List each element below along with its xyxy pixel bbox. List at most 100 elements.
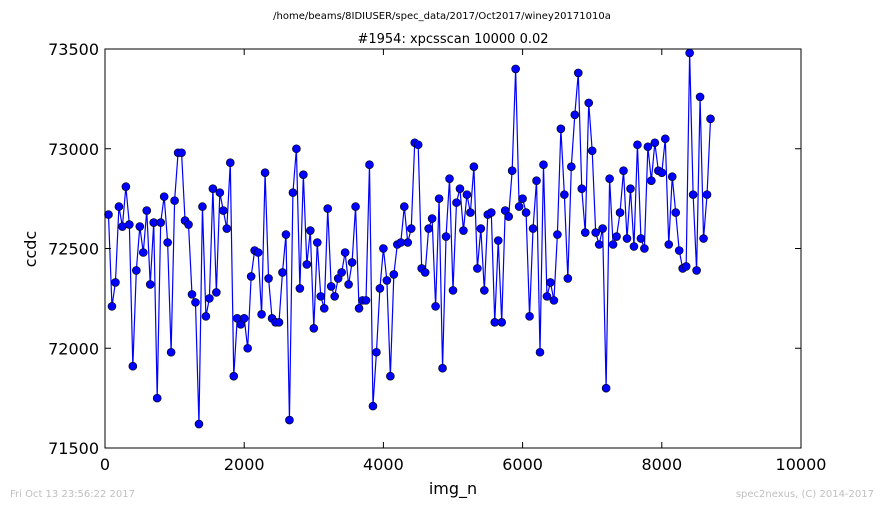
data-point xyxy=(518,194,527,203)
data-point xyxy=(239,314,249,323)
y-axis-label: ccdc xyxy=(21,231,40,268)
data-point xyxy=(570,110,580,120)
data-point xyxy=(368,401,378,411)
data-point xyxy=(281,230,291,239)
data-point xyxy=(507,166,517,175)
data-point xyxy=(674,246,684,255)
data-point xyxy=(406,224,416,233)
data-point xyxy=(466,208,475,217)
data-point xyxy=(608,240,618,249)
data-point xyxy=(424,224,433,233)
data-point xyxy=(480,286,489,295)
data-point xyxy=(612,232,621,241)
data-point xyxy=(560,190,569,199)
data-point xyxy=(438,363,447,373)
x-tick-label: 2000 xyxy=(224,455,265,474)
data-point xyxy=(125,220,134,229)
data-point xyxy=(114,202,124,211)
data-point xyxy=(546,278,555,287)
data-point xyxy=(177,148,186,158)
data-point xyxy=(351,202,360,211)
data-point xyxy=(389,270,399,279)
data-point xyxy=(347,258,357,267)
data-point xyxy=(626,184,635,193)
data-point xyxy=(633,140,642,150)
data-point xyxy=(671,208,681,217)
data-point xyxy=(159,192,169,201)
x-tick-label: 4000 xyxy=(363,455,404,474)
data-point xyxy=(205,294,214,303)
data-point xyxy=(431,302,440,311)
data-point xyxy=(563,274,573,283)
data-point xyxy=(399,202,409,211)
data-point xyxy=(657,168,667,177)
data-point xyxy=(312,238,322,247)
data-point xyxy=(257,310,266,319)
data-point xyxy=(121,182,131,191)
data-point xyxy=(493,236,503,245)
x-tick-label: 0 xyxy=(100,455,110,474)
data-point xyxy=(476,224,486,233)
data-point xyxy=(462,190,472,199)
data-point xyxy=(306,226,315,235)
data-point xyxy=(337,268,346,277)
data-point xyxy=(285,415,294,425)
data-point xyxy=(260,168,270,177)
data-point xyxy=(111,278,120,287)
data-point xyxy=(379,244,388,253)
data-point xyxy=(413,140,423,150)
data-point xyxy=(212,288,221,297)
data-point xyxy=(135,222,145,231)
data-point xyxy=(309,323,319,333)
data-point xyxy=(647,176,656,185)
x-tick-label: 10000 xyxy=(776,455,827,474)
data-point xyxy=(556,124,566,134)
data-point xyxy=(692,266,701,275)
data-point xyxy=(573,68,583,78)
data-point xyxy=(299,170,308,179)
data-point xyxy=(685,48,694,58)
data-point xyxy=(264,274,273,283)
data-point xyxy=(274,318,284,327)
data-point xyxy=(681,262,691,271)
data-point xyxy=(219,206,228,215)
data-point xyxy=(403,238,413,247)
data-point xyxy=(486,208,496,217)
data-point xyxy=(288,188,298,197)
x-tick-label: 6000 xyxy=(502,455,543,474)
data-point xyxy=(549,296,559,305)
data-point xyxy=(316,292,326,301)
data-point xyxy=(594,240,604,249)
data-point xyxy=(584,98,594,108)
data-point xyxy=(278,268,287,277)
data-point xyxy=(577,184,587,193)
data-point xyxy=(640,244,649,253)
data-point xyxy=(622,234,632,243)
data-point xyxy=(525,312,534,321)
data-point xyxy=(528,224,538,233)
data-point xyxy=(660,134,670,144)
data-point xyxy=(567,162,576,172)
data-point xyxy=(340,248,350,257)
data-point xyxy=(580,228,590,237)
data-point xyxy=(132,266,141,275)
data-point xyxy=(629,242,639,251)
footer-timestamp: Fri Oct 13 23:56:22 2017 xyxy=(10,489,136,500)
data-point xyxy=(191,298,200,307)
data-point xyxy=(344,280,353,289)
data-point xyxy=(706,114,715,124)
plot-area xyxy=(104,48,715,429)
data-point xyxy=(587,146,597,156)
data-point xyxy=(246,272,256,281)
data-point xyxy=(152,393,162,403)
data-point xyxy=(664,240,674,249)
data-point xyxy=(448,286,458,295)
data-point xyxy=(354,304,364,313)
data-point xyxy=(215,188,225,197)
data-point xyxy=(222,224,232,233)
data-point xyxy=(601,383,611,393)
y-tick-label: 73000 xyxy=(48,140,99,159)
data-point xyxy=(605,174,614,183)
data-point xyxy=(208,184,218,193)
data-point xyxy=(104,210,113,219)
